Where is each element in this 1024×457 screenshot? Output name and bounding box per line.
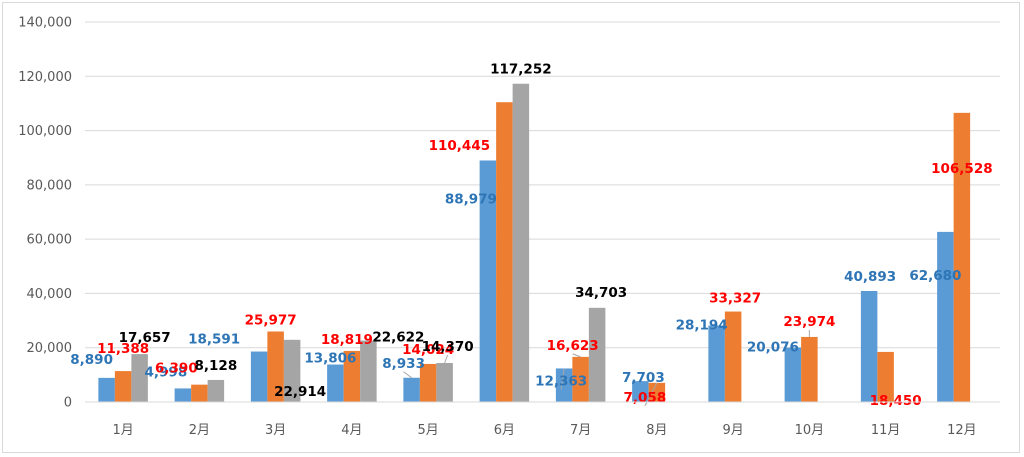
bar <box>114 371 132 402</box>
y-tick-label: 20,000 <box>27 341 73 356</box>
bar <box>250 351 268 402</box>
x-tick-label: 1月 <box>112 423 133 438</box>
bar <box>784 347 802 402</box>
data-label: 18,591 <box>188 332 240 348</box>
y-tick-label: 60,000 <box>27 233 73 248</box>
x-tick-label: 3月 <box>265 423 286 438</box>
y-tick-label: 40,000 <box>27 287 73 302</box>
bar <box>174 388 192 402</box>
data-label: 13,806 <box>304 351 356 367</box>
bar <box>801 336 818 402</box>
x-tick-label: 5月 <box>417 423 438 438</box>
bar <box>512 83 530 402</box>
data-label: 14,370 <box>422 339 474 355</box>
bar <box>937 231 954 402</box>
data-label: 16,623 <box>547 338 599 354</box>
data-label: 88,979 <box>445 191 497 207</box>
bar <box>877 351 894 402</box>
x-tick-label: 11月 <box>871 423 901 438</box>
x-tick-label: 10月 <box>795 423 825 438</box>
bar <box>419 363 437 402</box>
data-label: 14,024 <box>402 342 454 358</box>
bar <box>708 325 725 402</box>
bar <box>403 377 420 402</box>
data-label: 11,388 <box>97 341 149 357</box>
y-tick-label: 120,000 <box>18 70 72 85</box>
bar <box>496 102 513 403</box>
bar <box>588 307 606 402</box>
data-label: 22,622 <box>372 330 424 346</box>
y-tick-label: 80,000 <box>27 178 73 193</box>
data-label: 110,445 <box>429 138 491 154</box>
y-tick-label: 100,000 <box>18 124 72 139</box>
leader-line <box>403 371 412 379</box>
bar <box>572 356 589 402</box>
leader-line <box>560 368 565 390</box>
data-label: 33,327 <box>709 291 761 307</box>
data-label: 106,528 <box>931 161 993 177</box>
bar <box>953 112 971 402</box>
leader-line <box>572 353 581 358</box>
y-tick-label: 140,000 <box>18 16 72 31</box>
leader-line <box>291 339 301 400</box>
data-label: 23,974 <box>783 314 835 330</box>
bar <box>360 340 377 402</box>
data-label: 28,194 <box>676 317 728 333</box>
bar <box>555 368 573 402</box>
data-label: 18,450 <box>870 393 922 409</box>
data-label: 20,076 <box>747 340 799 356</box>
bar <box>267 331 284 402</box>
bar <box>632 381 649 402</box>
data-label: 18,819 <box>321 332 373 348</box>
bar <box>191 384 208 402</box>
data-label: 7,058 <box>624 390 667 406</box>
data-label: 17,657 <box>119 330 171 346</box>
data-label: 4,998 <box>145 364 188 380</box>
x-axis: 1月 2月 3月 4月 5月 6月 7月 8月 9月 10月 11月 12月 <box>85 401 1000 438</box>
bar <box>283 339 301 402</box>
x-tick-label: 8月 <box>646 423 667 438</box>
x-tick-label: 7月 <box>570 423 591 438</box>
y-axis: 0 20,000 40,000 60,000 80,000 100,000 120,000 1… <box>18 16 72 411</box>
x-tick-label: 12月 <box>947 423 977 438</box>
x-tick-label: 9月 <box>722 423 743 438</box>
data-label: 7,703 <box>622 370 665 386</box>
data-label: 6,390 <box>155 361 198 377</box>
bar <box>724 311 742 402</box>
bars <box>98 83 971 403</box>
data-label: 62,680 <box>909 268 961 284</box>
data-label: 25,977 <box>245 312 297 328</box>
bar <box>648 382 666 402</box>
bar <box>860 291 878 402</box>
data-label: 22,914 <box>274 384 326 400</box>
data-label: 34,703 <box>575 285 627 301</box>
bar <box>436 362 453 402</box>
leader-line <box>444 354 449 364</box>
bar <box>343 350 361 402</box>
bar <box>131 354 148 402</box>
data-label: 40,893 <box>844 269 896 285</box>
x-tick-label: 4月 <box>341 423 362 438</box>
data-label: 8,933 <box>382 356 425 372</box>
data-label: 8,890 <box>70 352 113 368</box>
data-label: 117,252 <box>490 62 552 78</box>
bar <box>327 364 344 402</box>
x-tick-label: 2月 <box>189 423 210 438</box>
data-label: 12,363 <box>535 373 587 389</box>
bar <box>207 379 225 402</box>
bar <box>479 160 497 402</box>
data-label: 8,128 <box>195 358 238 374</box>
y-tick-label: 0 <box>64 396 72 411</box>
x-tick-label: 6月 <box>494 423 515 438</box>
bar <box>98 377 115 402</box>
